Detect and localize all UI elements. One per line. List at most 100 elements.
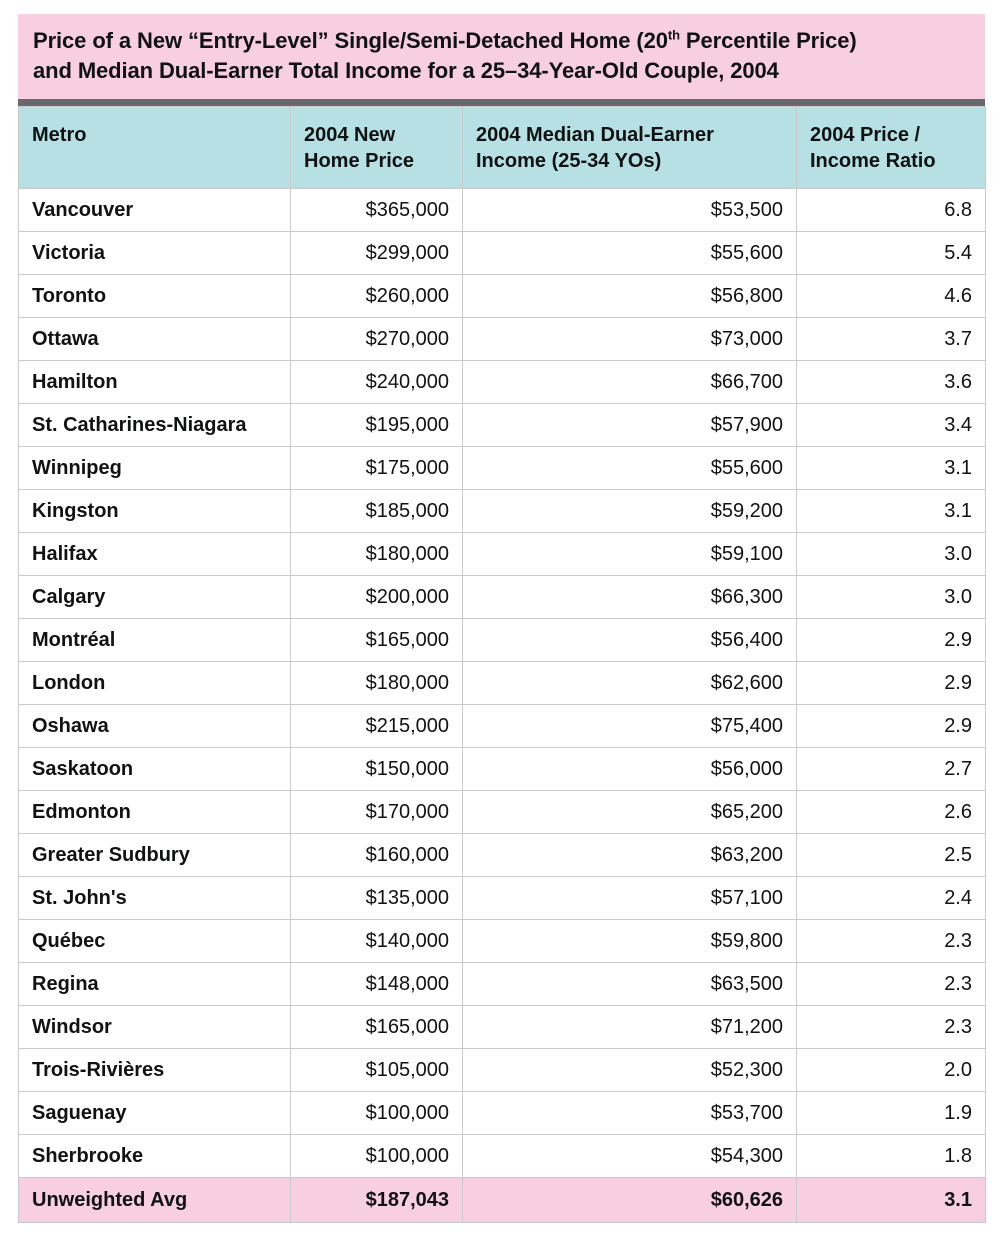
price-cell: $100,000	[290, 1134, 463, 1178]
header-row: Metro 2004 New Home Price 2004 Median Du…	[18, 106, 986, 189]
table-row: London $180,000 $62,600 2.9	[18, 661, 986, 705]
income-cell: $56,400	[462, 618, 797, 662]
price-cell: $170,000	[290, 790, 463, 834]
income-cell: $53,700	[462, 1091, 797, 1135]
table-row: Oshawa $215,000 $75,400 2.9	[18, 704, 986, 748]
income-cell: $59,200	[462, 489, 797, 533]
income-cell: $54,300	[462, 1134, 797, 1178]
metro-cell: London	[18, 661, 291, 705]
table-row: Victoria $299,000 $55,600 5.4	[18, 231, 986, 275]
metro-cell: Calgary	[18, 575, 291, 619]
income-cell: $59,800	[462, 919, 797, 963]
ratio-cell: 4.6	[796, 274, 986, 318]
income-cell: $57,900	[462, 403, 797, 447]
table-row: Winnipeg $175,000 $55,600 3.1	[18, 446, 986, 490]
ratio-cell: 3.6	[796, 360, 986, 404]
summary-row: Unweighted Avg $187,043 $60,626 3.1	[18, 1177, 986, 1223]
price-cell: $240,000	[290, 360, 463, 404]
ratio-cell: 3.1	[796, 446, 986, 490]
income-cell: $63,200	[462, 833, 797, 877]
title-text-2: Percentile Price)	[679, 28, 857, 53]
ratio-cell: 2.9	[796, 704, 986, 748]
data-table: Metro 2004 New Home Price 2004 Median Du…	[18, 106, 986, 1223]
price-cell: $150,000	[290, 747, 463, 791]
metro-cell: Windsor	[18, 1005, 291, 1049]
ratio-cell: 2.3	[796, 962, 986, 1006]
income-cell: $57,100	[462, 876, 797, 920]
column-header-price: 2004 New Home Price	[290, 106, 463, 189]
price-cell: $105,000	[290, 1048, 463, 1092]
metro-cell: Regina	[18, 962, 291, 1006]
metro-cell: Winnipeg	[18, 446, 291, 490]
metro-cell: Saskatoon	[18, 747, 291, 791]
price-cell: $185,000	[290, 489, 463, 533]
price-cell: $148,000	[290, 962, 463, 1006]
price-cell: $195,000	[290, 403, 463, 447]
price-cell: $100,000	[290, 1091, 463, 1135]
metro-cell: Edmonton	[18, 790, 291, 834]
summary-metro-cell: Unweighted Avg	[18, 1177, 291, 1223]
income-cell: $73,000	[462, 317, 797, 361]
metro-cell: St. Catharines-Niagara	[18, 403, 291, 447]
table-row: Saskatoon $150,000 $56,000 2.7	[18, 747, 986, 791]
title-text-1: Price of a New “Entry-Level” Single/Semi…	[33, 28, 668, 53]
price-cell: $160,000	[290, 833, 463, 877]
table-row: Ottawa $270,000 $73,000 3.7	[18, 317, 986, 361]
table-row: Québec $140,000 $59,800 2.3	[18, 919, 986, 963]
table-title: Price of a New “Entry-Level” Single/Semi…	[18, 14, 985, 99]
metro-cell: Québec	[18, 919, 291, 963]
metro-cell: Kingston	[18, 489, 291, 533]
price-cell: $299,000	[290, 231, 463, 275]
table-row: Vancouver $365,000 $53,500 6.8	[18, 188, 986, 232]
ratio-cell: 2.5	[796, 833, 986, 877]
income-cell: $55,600	[462, 231, 797, 275]
ratio-cell: 5.4	[796, 231, 986, 275]
metro-cell: Oshawa	[18, 704, 291, 748]
metro-cell: Trois-Rivières	[18, 1048, 291, 1092]
report-table: Price of a New “Entry-Level” Single/Semi…	[18, 14, 986, 1223]
income-cell: $53,500	[462, 188, 797, 232]
table-row: Kingston $185,000 $59,200 3.1	[18, 489, 986, 533]
income-cell: $65,200	[462, 790, 797, 834]
income-cell: $59,100	[462, 532, 797, 576]
ratio-cell: 1.9	[796, 1091, 986, 1135]
table-row: Halifax $180,000 $59,100 3.0	[18, 532, 986, 576]
ratio-cell: 3.1	[796, 489, 986, 533]
column-header-metro: Metro	[18, 106, 291, 189]
income-cell: $62,600	[462, 661, 797, 705]
income-cell: $55,600	[462, 446, 797, 490]
metro-cell: Vancouver	[18, 188, 291, 232]
metro-cell: Ottawa	[18, 317, 291, 361]
ratio-cell: 2.4	[796, 876, 986, 920]
table-row: Calgary $200,000 $66,300 3.0	[18, 575, 986, 619]
income-cell: $75,400	[462, 704, 797, 748]
price-cell: $260,000	[290, 274, 463, 318]
ratio-cell: 1.8	[796, 1134, 986, 1178]
price-cell: $135,000	[290, 876, 463, 920]
ratio-cell: 2.0	[796, 1048, 986, 1092]
summary-income-cell: $60,626	[462, 1177, 797, 1223]
column-header-ratio: 2004 Price / Income Ratio	[796, 106, 986, 189]
title-divider	[18, 99, 985, 106]
metro-cell: Saguenay	[18, 1091, 291, 1135]
income-cell: $66,700	[462, 360, 797, 404]
price-cell: $365,000	[290, 188, 463, 232]
ratio-cell: 3.0	[796, 532, 986, 576]
column-header-income: 2004 Median Dual-Earner Income (25-34 YO…	[462, 106, 797, 189]
table-row: St. Catharines-Niagara $195,000 $57,900 …	[18, 403, 986, 447]
table-row: Toronto $260,000 $56,800 4.6	[18, 274, 986, 318]
price-cell: $270,000	[290, 317, 463, 361]
ratio-cell: 3.4	[796, 403, 986, 447]
ratio-cell: 2.9	[796, 618, 986, 662]
price-cell: $200,000	[290, 575, 463, 619]
price-cell: $180,000	[290, 661, 463, 705]
table-body: Vancouver $365,000 $53,500 6.8 Victoria …	[18, 188, 986, 1178]
table-row: Hamilton $240,000 $66,700 3.6	[18, 360, 986, 404]
metro-cell: Halifax	[18, 532, 291, 576]
metro-cell: Victoria	[18, 231, 291, 275]
ratio-cell: 3.0	[796, 575, 986, 619]
price-cell: $165,000	[290, 1005, 463, 1049]
table-row: Montréal $165,000 $56,400 2.9	[18, 618, 986, 662]
table-row: Edmonton $170,000 $65,200 2.6	[18, 790, 986, 834]
ratio-cell: 2.6	[796, 790, 986, 834]
